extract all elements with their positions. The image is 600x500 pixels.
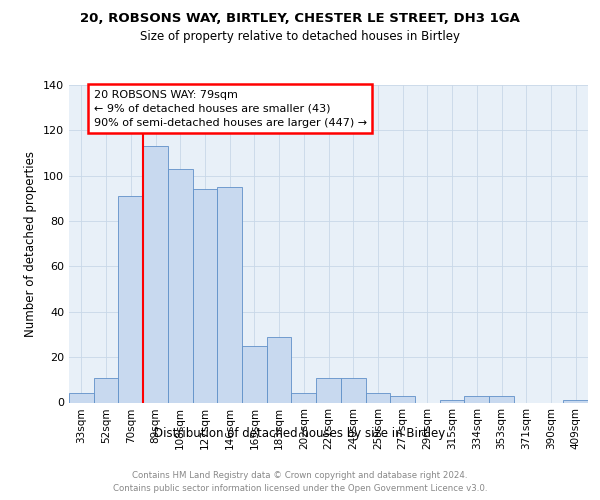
Bar	[341, 378, 365, 402]
Bar	[390, 396, 415, 402]
Text: Contains HM Land Registry data © Crown copyright and database right 2024.: Contains HM Land Registry data © Crown c…	[132, 471, 468, 480]
Bar	[440, 400, 464, 402]
Bar	[292, 394, 316, 402]
Bar	[69, 394, 94, 402]
Bar	[316, 378, 341, 402]
Text: Size of property relative to detached houses in Birtley: Size of property relative to detached ho…	[140, 30, 460, 43]
Text: Distribution of detached houses by size in Birtley: Distribution of detached houses by size …	[154, 428, 446, 440]
Bar	[365, 394, 390, 402]
Bar	[489, 396, 514, 402]
Y-axis label: Number of detached properties: Number of detached properties	[25, 151, 37, 337]
Text: Contains public sector information licensed under the Open Government Licence v3: Contains public sector information licen…	[113, 484, 487, 493]
Bar	[242, 346, 267, 403]
Bar	[143, 146, 168, 403]
Text: 20, ROBSONS WAY, BIRTLEY, CHESTER LE STREET, DH3 1GA: 20, ROBSONS WAY, BIRTLEY, CHESTER LE STR…	[80, 12, 520, 26]
Bar	[464, 396, 489, 402]
Bar	[118, 196, 143, 402]
Bar	[94, 378, 118, 402]
Text: 20 ROBSONS WAY: 79sqm
← 9% of detached houses are smaller (43)
90% of semi-detac: 20 ROBSONS WAY: 79sqm ← 9% of detached h…	[94, 90, 367, 128]
Bar	[563, 400, 588, 402]
Bar	[168, 169, 193, 402]
Bar	[193, 190, 217, 402]
Bar	[267, 336, 292, 402]
Bar	[217, 187, 242, 402]
